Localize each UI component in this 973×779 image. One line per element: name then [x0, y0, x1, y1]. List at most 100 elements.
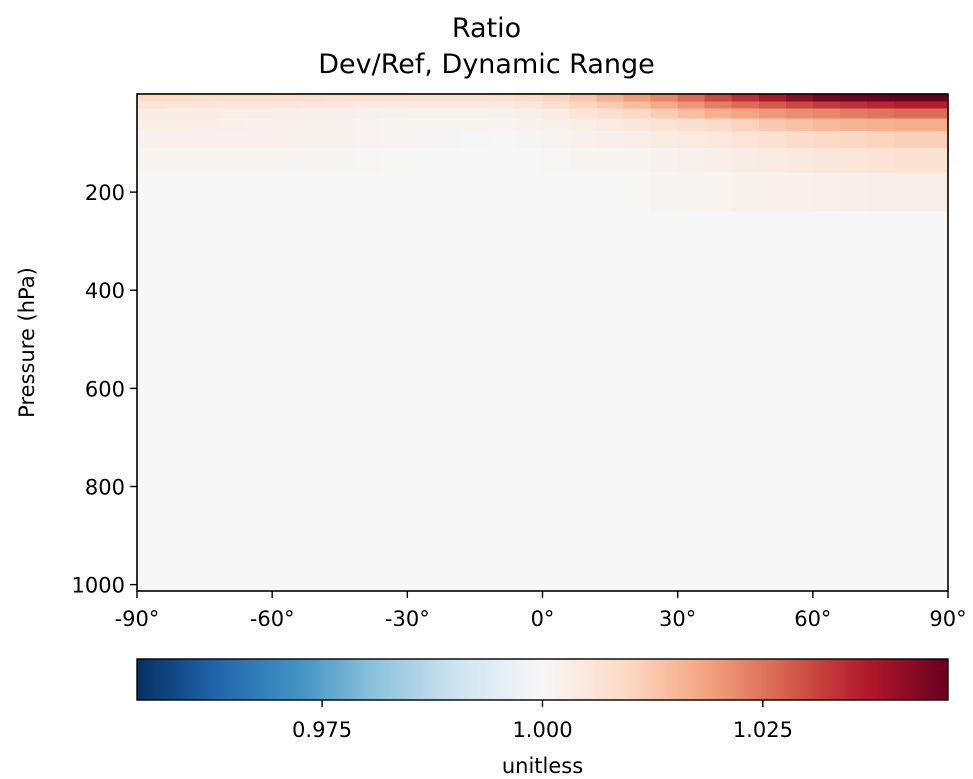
heatmap-cell [596, 172, 625, 213]
heatmap-cell [245, 118, 273, 132]
heatmap-cell [380, 118, 408, 132]
heatmap-cell [839, 130, 868, 149]
heatmap-cell [191, 94, 219, 102]
heatmap-cell [515, 118, 544, 132]
heatmap-cell [407, 211, 435, 592]
heatmap-cell [731, 172, 760, 213]
chart-subtitle: Dev/Ref, Dynamic Range [318, 49, 655, 80]
x-tick-label: 0° [531, 607, 555, 631]
heatmap-cell [488, 147, 517, 174]
heatmap-cell [758, 130, 787, 149]
heatmap-cell [677, 108, 706, 120]
heatmap-cell [542, 147, 571, 174]
heatmap-cell [245, 94, 273, 102]
heatmap-cell [569, 147, 598, 174]
heatmap-cell [920, 94, 949, 102]
heatmap-cell [731, 130, 760, 149]
heatmap-cell [245, 211, 273, 592]
heatmap-cell [218, 101, 246, 110]
heatmap-cell [353, 172, 381, 213]
heatmap-cell [164, 108, 192, 120]
heatmap-cell [164, 118, 192, 132]
heatmap-cell [920, 101, 949, 110]
heatmap-cell [839, 118, 868, 132]
heatmap-cell [839, 94, 868, 102]
heatmap-cell [488, 130, 517, 149]
heatmap-cell [164, 130, 192, 149]
heatmap-cell [677, 172, 706, 213]
y-tick-label: 400 [85, 279, 125, 303]
heatmap-cell [731, 118, 760, 132]
heatmap-cell [650, 147, 679, 174]
heatmap-cell [299, 130, 327, 149]
colorbar-label: unitless [502, 754, 583, 778]
heatmap-cell [434, 211, 462, 592]
heatmap-cell [353, 147, 381, 174]
heatmap-cell [623, 101, 652, 110]
heatmap-cell [812, 108, 841, 120]
heatmap-cell [893, 94, 922, 102]
y-tick-label: 800 [85, 475, 125, 499]
heatmap-cell [407, 118, 435, 132]
heatmap-cell [866, 94, 895, 102]
heatmap-cell [920, 172, 949, 213]
y-tick-label: 200 [85, 181, 125, 205]
heatmap-cell [326, 147, 354, 174]
heatmap-cell [137, 94, 165, 102]
heatmap-cell [407, 130, 435, 149]
heatmap-cell [542, 118, 571, 132]
heatmap-cell [839, 101, 868, 110]
heatmap-cell [326, 118, 354, 132]
heatmap-cell [272, 94, 300, 102]
heatmap-cell [299, 101, 327, 110]
chart-title: Ratio [451, 13, 522, 44]
heatmap-cell [812, 101, 841, 110]
heatmap-cell [353, 108, 381, 120]
heatmap-cell [650, 108, 679, 120]
heatmap-cell [677, 118, 706, 132]
heatmap-cell [515, 147, 544, 174]
heatmap-cell [785, 172, 814, 213]
heatmap-cell [380, 147, 408, 174]
heatmap-cell [866, 108, 895, 120]
heatmap-cell [272, 108, 300, 120]
heatmap-cell [245, 101, 273, 110]
heatmap-cell [893, 130, 922, 149]
heatmap-cell [299, 147, 327, 174]
heatmap-cell [380, 94, 408, 102]
heatmap-cell [650, 172, 679, 213]
heatmap-cell [326, 211, 354, 592]
heatmap-cell [461, 94, 490, 102]
heatmap-cell [461, 130, 490, 149]
heatmap-cell [731, 101, 760, 110]
heatmap-cell [596, 147, 625, 174]
heatmap-cell [434, 108, 462, 120]
heatmap-cell [218, 172, 246, 213]
heatmap-cell [515, 94, 544, 102]
heatmap-cell [839, 172, 868, 213]
heatmap-cell [920, 118, 949, 132]
heatmap-cell [434, 118, 462, 132]
x-tick-label: -60° [250, 607, 295, 631]
colorbar-tick-label: 1.000 [512, 718, 572, 742]
heatmap-cell [488, 118, 517, 132]
heatmap-cell [434, 172, 462, 213]
heatmap-cell [137, 211, 165, 592]
heatmap-cell [461, 101, 490, 110]
heatmap-cell [812, 147, 841, 174]
heatmap-cell [245, 108, 273, 120]
heatmap-cell [812, 94, 841, 102]
heatmap-cell [650, 118, 679, 132]
heatmap-cell [488, 101, 517, 110]
heatmap-cell [407, 94, 435, 102]
x-tick-label: 60° [794, 607, 831, 631]
heatmap-cell [434, 94, 462, 102]
heatmap-cell [569, 94, 598, 102]
heatmap-cell [218, 147, 246, 174]
heatmap-cell [893, 172, 922, 213]
heatmap-cell [704, 130, 733, 149]
x-tick-label: 90° [929, 607, 966, 631]
heatmap-cell [542, 130, 571, 149]
heatmap-cell [704, 101, 733, 110]
heatmap-cell [569, 130, 598, 149]
